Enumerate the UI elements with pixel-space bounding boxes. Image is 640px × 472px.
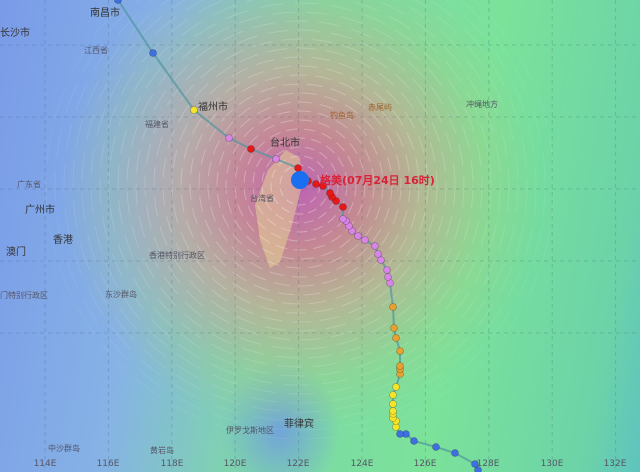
lon-tick: 118E — [160, 459, 184, 469]
track-point-violet[interactable] — [374, 250, 382, 258]
city-label: 台北市 — [270, 138, 300, 149]
province-label: 福建省 — [145, 120, 169, 129]
lon-tick: 128E — [476, 459, 500, 469]
taiwan-island — [255, 150, 302, 268]
wind-ring — [198, 83, 402, 287]
province-label: 江西省 — [84, 46, 108, 55]
track-point-red[interactable] — [312, 180, 320, 188]
track-point-blue[interactable] — [396, 430, 404, 438]
track-point-blue[interactable] — [410, 437, 418, 445]
city-label: 长沙市 — [0, 28, 30, 39]
track-point-yellow[interactable] — [389, 400, 397, 408]
wind-ring — [180, 65, 420, 305]
track-point-orange[interactable] — [396, 347, 404, 355]
island-label: 钓鱼岛 — [330, 111, 354, 120]
track-point-yellow[interactable] — [389, 407, 397, 415]
track-line — [117, 0, 479, 471]
wind-ring — [171, 56, 429, 314]
wind-ring — [90, 0, 510, 395]
track-point-yellow[interactable] — [190, 106, 198, 114]
island-label: 中沙群岛 — [48, 444, 80, 453]
city-label: 香港 — [53, 235, 73, 246]
country-label: 菲律宾 — [284, 419, 314, 430]
wind-ring — [207, 92, 393, 278]
track-point-yellow[interactable] — [389, 391, 397, 399]
wind-ring — [108, 0, 492, 377]
wind-ring — [225, 110, 375, 260]
region-label: 门特别行政区 — [0, 291, 48, 300]
wind-ring — [261, 146, 339, 224]
wind-ring — [126, 11, 474, 359]
typhoon-center-icon[interactable] — [291, 171, 309, 189]
track-point-orange[interactable] — [396, 362, 404, 370]
track-point-blue[interactable] — [432, 443, 440, 451]
wind-ring — [54, 0, 546, 431]
city-label: 广州市 — [25, 205, 55, 216]
wind-ring — [45, 0, 555, 440]
lon-tick: 116E — [96, 459, 120, 469]
track-point-orange[interactable] — [390, 324, 398, 332]
wind-ring — [153, 38, 447, 332]
island-label: 赤尾屿 — [368, 103, 392, 112]
lon-tick: 132E — [603, 459, 627, 469]
wind-ring — [216, 101, 384, 269]
city-label: 福州市 — [198, 102, 228, 113]
track-point-violet[interactable] — [225, 134, 233, 142]
lon-tick: 122E — [286, 459, 310, 469]
track-point-violet[interactable] — [384, 273, 392, 281]
track-point-violet[interactable] — [377, 256, 385, 264]
wind-ring — [252, 137, 348, 233]
wind-ring — [99, 0, 501, 386]
lon-tick: 130E — [540, 459, 564, 469]
lon-tick: 126E — [413, 459, 437, 469]
track-point-orange[interactable] — [392, 334, 400, 342]
track-point-violet[interactable] — [371, 242, 379, 250]
wind-ring — [135, 20, 465, 350]
city-label: 南昌市 — [90, 8, 120, 19]
track-point-orange[interactable] — [389, 303, 397, 311]
track-point-blue[interactable] — [114, 0, 122, 4]
wind-ring — [189, 74, 411, 296]
wind-ring — [234, 119, 366, 251]
track-point-blue[interactable] — [149, 49, 157, 57]
island-label: 东沙群岛 — [105, 290, 137, 299]
lon-tick: 124E — [350, 459, 374, 469]
track-point-violet[interactable] — [383, 266, 391, 274]
track-point-red[interactable] — [339, 203, 347, 211]
track-point-violet[interactable] — [339, 215, 347, 223]
province-label: 广东省 — [17, 180, 41, 189]
wind-ring — [144, 29, 456, 341]
track-point-violet[interactable] — [361, 236, 369, 244]
wind-ring — [270, 155, 330, 215]
province-label: 台湾省 — [250, 194, 274, 203]
wind-ring — [63, 0, 537, 422]
track-point-blue[interactable] — [451, 449, 459, 457]
wind-ring — [72, 0, 528, 413]
track-point-red[interactable] — [319, 182, 327, 190]
region-label: 伊罗戈斯地区 — [226, 426, 274, 435]
lon-tick: 120E — [223, 459, 247, 469]
track-point-violet[interactable] — [354, 232, 362, 240]
track-point-red[interactable] — [326, 189, 334, 197]
track-point-blue[interactable] — [471, 460, 479, 468]
storm-label[interactable]: 格美(07月24日 16时) — [320, 174, 435, 187]
track-point-red[interactable] — [247, 145, 255, 153]
wind-ring — [162, 47, 438, 323]
wind-ring — [81, 0, 519, 404]
track-point-yellow[interactable] — [392, 383, 400, 391]
region-label: 冲绳地方 — [466, 100, 498, 109]
track-point-red[interactable] — [294, 164, 302, 172]
wind-ring — [243, 128, 357, 242]
island-label: 黄岩岛 — [150, 446, 174, 455]
region-label: 香港特别行政区 — [149, 251, 205, 260]
wind-ring — [117, 2, 483, 368]
lon-tick: 114E — [33, 459, 57, 469]
track-point-violet[interactable] — [272, 155, 280, 163]
city-label: 澳门 — [6, 247, 26, 258]
track-point-blue[interactable] — [474, 466, 482, 472]
